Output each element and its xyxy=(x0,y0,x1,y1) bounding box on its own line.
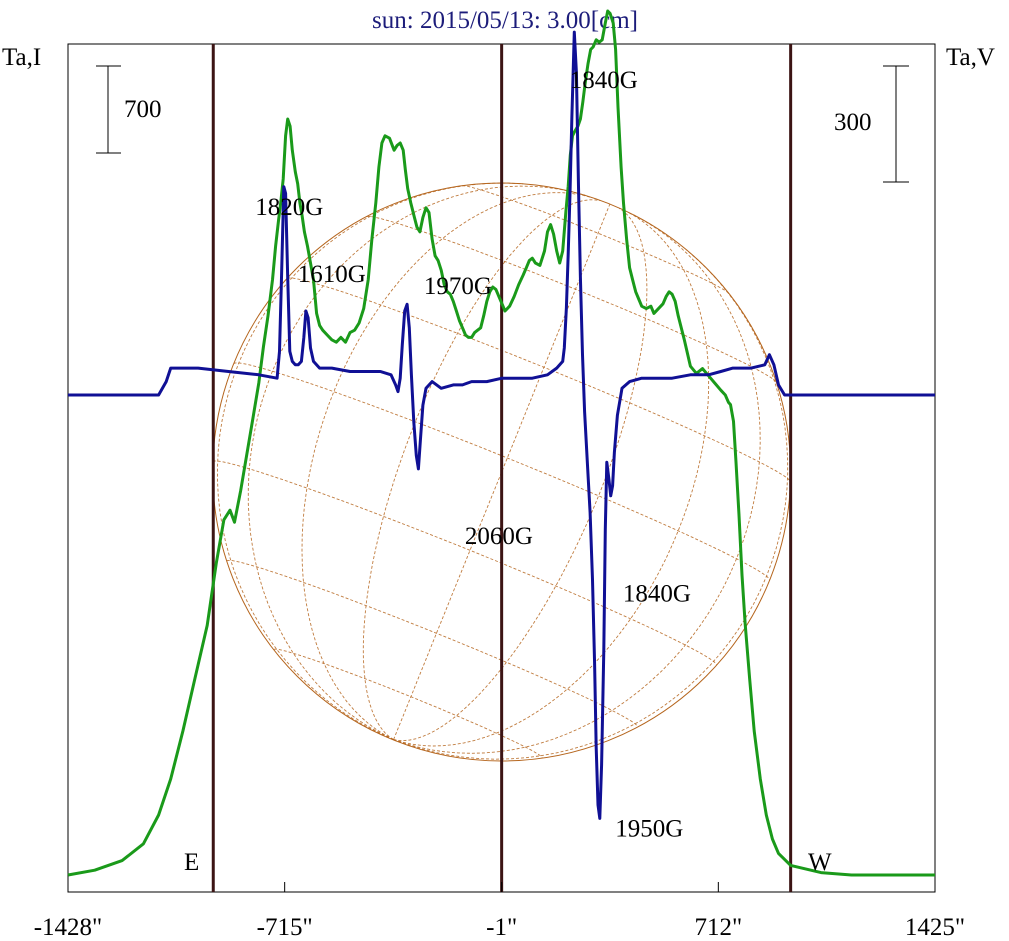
field-strength-label: 1840G xyxy=(623,580,691,607)
annotations: 1820G 1610G 1970G 1840G 2060G 1840G 1950G xyxy=(255,67,691,843)
x-tick-label: 1425" xyxy=(905,914,965,941)
disk-longitude-line xyxy=(393,249,789,760)
x-tick-label: -1428" xyxy=(34,914,103,941)
west-limb-label: W xyxy=(808,849,832,876)
disk-latitude-line xyxy=(226,559,638,727)
right-axis-label: Ta,V xyxy=(946,44,995,71)
disk-longitude-line xyxy=(217,182,524,741)
field-strength-label: 1820G xyxy=(255,194,323,221)
polarization-series-line xyxy=(68,30,935,820)
field-strength-label: 1610G xyxy=(298,261,366,288)
left-scale-label: 700 xyxy=(124,96,162,123)
x-axis-ticks: -1428" -715" -1" 712" 1425" xyxy=(34,882,965,941)
left-scale-bar xyxy=(96,65,121,154)
disk-longitude-line xyxy=(247,185,586,741)
right-scale-bar xyxy=(883,65,909,183)
x-tick-label: -1" xyxy=(486,914,517,941)
field-strength-label: 2060G xyxy=(465,523,533,550)
chart-title: sun: 2015/05/13: 3.00[cm] xyxy=(372,7,638,34)
series-lines xyxy=(67,9,935,877)
reference-lines xyxy=(211,44,793,892)
left-axis-label: Ta,I xyxy=(2,44,41,71)
east-limb-label: E xyxy=(184,849,199,876)
field-strength-label: 1950G xyxy=(615,816,683,843)
solar-disk xyxy=(212,182,792,762)
disk-longitude-line xyxy=(393,211,710,747)
intensity-series-line xyxy=(67,9,935,877)
field-strength-label: 1840G xyxy=(570,67,638,94)
disk-longitude-line xyxy=(393,208,648,742)
x-tick-label: -715" xyxy=(257,914,313,941)
disk-longitude-line xyxy=(362,199,601,740)
x-tick-label: 712" xyxy=(694,914,742,941)
disk-longitude-line xyxy=(393,214,761,754)
disk-longitude-line xyxy=(393,203,611,740)
right-scale-label: 300 xyxy=(834,109,872,136)
disk-longitude-line xyxy=(301,192,592,740)
field-strength-label: 1970G xyxy=(424,273,492,300)
